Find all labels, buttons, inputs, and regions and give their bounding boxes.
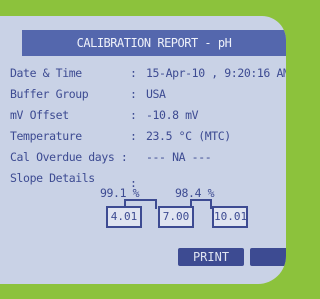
page: CALIBRATION REPORT - pH Date & Time:15-A… <box>0 0 299 299</box>
separator: : <box>130 87 137 101</box>
title-bar: CALIBRATION REPORT - pH <box>22 30 286 56</box>
row-value: 15-Apr-10 , 9:20:16 AM <box>146 66 286 80</box>
row-label: Cal Overdue days : <box>10 150 127 164</box>
row-label: Buffer Group <box>10 87 88 101</box>
row-value: -10.8 mV <box>146 108 198 122</box>
row-label: Date & Time <box>10 66 82 80</box>
row-label: Temperature <box>10 129 82 143</box>
row-value: USA <box>146 87 166 101</box>
row-value: --- NA --- <box>146 150 211 164</box>
connector <box>190 199 212 201</box>
buffer: 7.00 <box>158 206 194 228</box>
buffer: 10.01 <box>212 206 248 228</box>
print-button[interactable]: PRINT <box>178 248 244 266</box>
separator: : <box>130 108 137 122</box>
slope-label: Slope Details <box>10 171 95 185</box>
screen: CALIBRATION REPORT - pH Date & Time:15-A… <box>0 16 286 284</box>
separator: : <box>130 66 137 80</box>
slope-value: 98.4 % <box>175 186 214 200</box>
slope-value: 99.1 % <box>100 186 139 200</box>
connector <box>124 199 157 201</box>
row-label: mV Offset <box>10 108 69 122</box>
softkey[interactable] <box>250 248 286 266</box>
row-value: 23.5 °C (MTC) <box>146 129 231 143</box>
buffer: 4.01 <box>106 206 142 228</box>
separator: : <box>130 129 137 143</box>
